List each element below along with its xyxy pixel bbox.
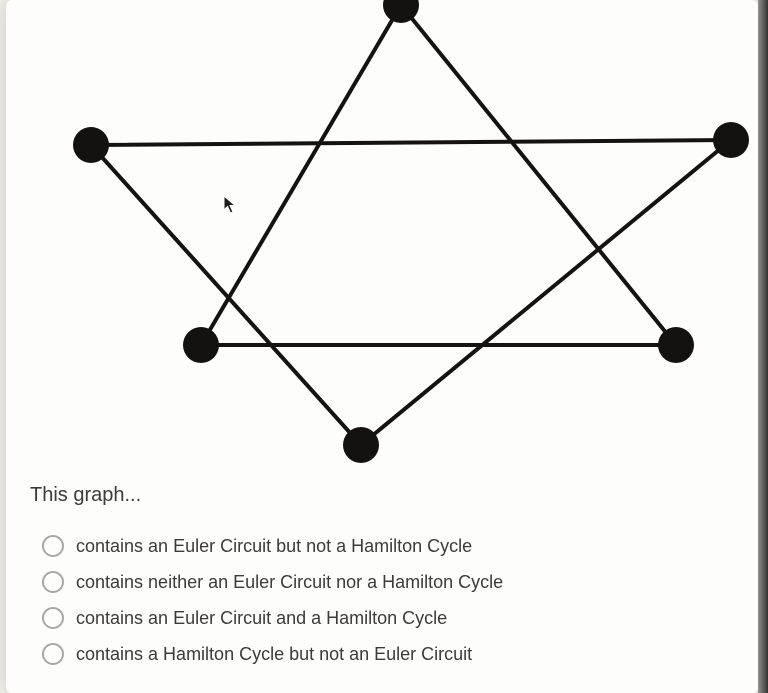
radio-icon[interactable] xyxy=(42,535,64,557)
option-label: contains a Hamilton Cycle but not an Eul… xyxy=(76,644,472,665)
graph-edge xyxy=(91,145,361,445)
option-label: contains neither an Euler Circuit nor a … xyxy=(76,572,503,593)
options-list: contains an Euler Circuit but not a Hami… xyxy=(30,535,734,665)
graph-node-upper_right xyxy=(713,122,749,158)
radio-icon[interactable] xyxy=(42,607,64,629)
option-label: contains an Euler Circuit and a Hamilton… xyxy=(76,608,447,629)
graph-node-lower_left xyxy=(183,327,219,363)
option-1[interactable]: contains neither an Euler Circuit nor a … xyxy=(42,571,734,593)
option-3[interactable]: contains a Hamilton Cycle but not an Eul… xyxy=(42,643,734,665)
radio-icon[interactable] xyxy=(42,643,64,665)
question-card: This graph... contains an Euler Circuit … xyxy=(6,0,758,693)
graph-diagram xyxy=(6,0,758,480)
graph-node-lower_right xyxy=(658,327,694,363)
option-2[interactable]: contains an Euler Circuit and a Hamilton… xyxy=(42,607,734,629)
graph-edge xyxy=(91,140,731,145)
question-area: This graph... contains an Euler Circuit … xyxy=(6,480,758,665)
graph-node-bottom xyxy=(343,427,379,463)
radio-icon[interactable] xyxy=(42,571,64,593)
graph-node-upper_left xyxy=(73,127,109,163)
graph-svg xyxy=(6,0,758,480)
graph-edge xyxy=(401,5,676,345)
screen-bezel xyxy=(758,0,768,693)
question-prompt: This graph... xyxy=(30,484,734,507)
option-label: contains an Euler Circuit but not a Hami… xyxy=(76,536,472,557)
graph-edge xyxy=(201,5,401,345)
option-0[interactable]: contains an Euler Circuit but not a Hami… xyxy=(42,535,734,557)
